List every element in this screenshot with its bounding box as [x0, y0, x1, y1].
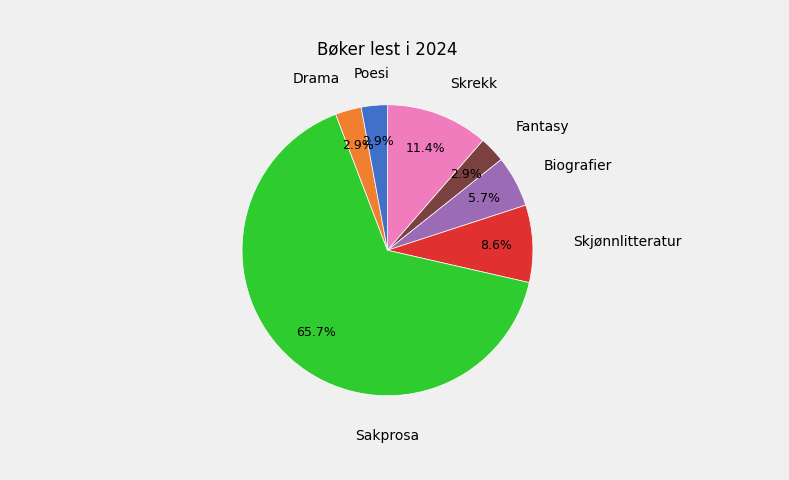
- Text: 8.6%: 8.6%: [481, 239, 512, 252]
- Text: 2.9%: 2.9%: [361, 135, 394, 148]
- Text: Fantasy: Fantasy: [515, 120, 569, 134]
- Text: 5.7%: 5.7%: [468, 192, 499, 205]
- Wedge shape: [242, 114, 529, 396]
- Wedge shape: [387, 205, 533, 283]
- Text: 65.7%: 65.7%: [296, 326, 336, 339]
- Wedge shape: [387, 105, 483, 250]
- Text: 2.9%: 2.9%: [451, 168, 482, 181]
- Wedge shape: [335, 107, 387, 250]
- Text: Skjønnlitteratur: Skjønnlitteratur: [574, 235, 682, 249]
- Text: Biografier: Biografier: [544, 159, 612, 173]
- Text: Drama: Drama: [293, 72, 339, 86]
- Text: Poesi: Poesi: [353, 67, 389, 81]
- Text: Skrekk: Skrekk: [450, 77, 497, 91]
- Wedge shape: [361, 105, 387, 250]
- Text: Sakprosa: Sakprosa: [355, 430, 420, 444]
- Text: 2.9%: 2.9%: [342, 139, 374, 152]
- Text: 11.4%: 11.4%: [406, 142, 446, 155]
- Title: Bøker lest i 2024: Bøker lest i 2024: [317, 40, 458, 59]
- Wedge shape: [387, 159, 525, 250]
- Wedge shape: [387, 141, 501, 250]
